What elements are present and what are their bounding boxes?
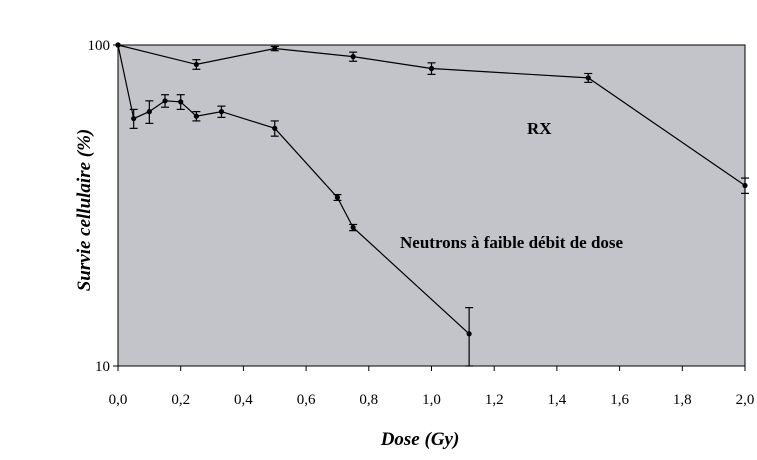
data-point xyxy=(585,75,591,81)
data-point xyxy=(178,99,184,105)
data-point xyxy=(466,331,472,337)
x-tick-label: 0,2 xyxy=(171,392,190,408)
plot-area xyxy=(117,44,746,367)
data-point xyxy=(218,109,225,115)
x-axis-title: Dose (Gy) xyxy=(380,429,460,450)
y-axis: 10 100 xyxy=(88,38,118,375)
y-axis-title: Survie cellulaire (%) xyxy=(74,129,95,292)
data-point xyxy=(428,65,435,72)
y-tick-label: 10 xyxy=(95,359,110,375)
x-tick-label: 2,0 xyxy=(736,392,755,408)
series-label-neutrons: Neutrons à faible débit de dose xyxy=(400,233,624,252)
x-tick-label: 1,0 xyxy=(422,392,441,408)
series-layer xyxy=(115,42,749,367)
data-point xyxy=(115,42,121,48)
x-tick-label: 0,8 xyxy=(359,392,378,408)
data-point xyxy=(272,125,278,131)
x-tick-label: 1,6 xyxy=(610,392,629,408)
data-point xyxy=(272,45,278,52)
data-point xyxy=(131,115,137,122)
data-point xyxy=(162,98,168,104)
x-tick-label: 1,8 xyxy=(673,392,692,408)
data-point xyxy=(334,194,341,201)
data-point xyxy=(146,109,152,115)
data-point xyxy=(350,224,356,231)
y-tick-label: 100 xyxy=(88,38,111,54)
x-axis: 0,0 0,2 0,4 0,6 0,8 1,0 1,2 1,4 1,6 1,8 2,0 xyxy=(109,366,755,408)
data-point xyxy=(742,182,748,189)
data-point xyxy=(350,54,356,60)
series-label-rx: RX xyxy=(527,119,552,138)
data-point xyxy=(193,113,199,119)
x-tick-label: 0,6 xyxy=(297,392,316,408)
error-bar xyxy=(465,307,474,367)
x-tick-label: 0,4 xyxy=(234,392,253,408)
x-tick-label: 1,2 xyxy=(485,392,504,408)
data-point xyxy=(193,61,199,68)
x-tick-label: 0,0 xyxy=(109,392,128,408)
x-tick-label: 1,4 xyxy=(548,392,567,408)
